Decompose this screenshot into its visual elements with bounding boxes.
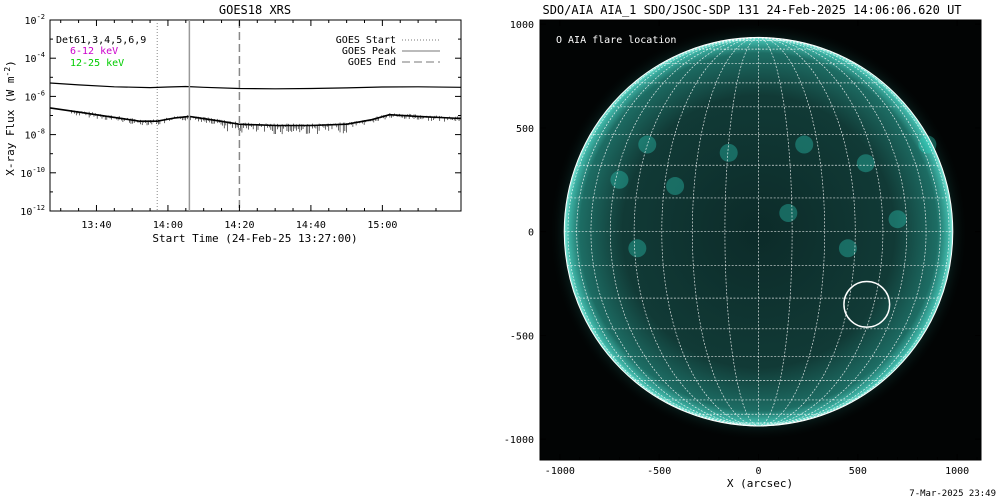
longitude-line: [758, 37, 950, 427]
longitude-line: [758, 37, 826, 427]
heliographic-grid: [563, 36, 954, 427]
goes-y-tick-exponent: -12: [32, 204, 45, 212]
active-region-patch: [918, 135, 937, 154]
aia-y-tick-label: -500: [510, 331, 534, 342]
active-region-patch: [856, 154, 875, 173]
longitude-line: [758, 37, 884, 427]
goes-x-axis-label: Start Time (24-Feb-25 13:27:00): [152, 232, 357, 245]
band-12-25-kev-label: 12-25 keV: [70, 58, 124, 69]
legend-goes-end-label: GOES End: [348, 57, 396, 68]
goes-band-labels: Det61,3,4,5,6,9 6-12 keV 12-25 keV: [56, 35, 146, 69]
goes-y-axis-label: X-ray Flux (W m-2): [3, 60, 17, 176]
goes-y-tick-exponent: -8: [37, 128, 45, 136]
goes-y-tick-label: 10-6: [25, 89, 45, 103]
longitude-line: [758, 37, 793, 427]
active-region-patch: [628, 239, 647, 258]
longitude-line: [567, 37, 759, 427]
goes-y-tick-label: 10-10: [20, 166, 45, 180]
aia-y-tick-label: 0: [528, 228, 534, 239]
goes-y-tick-label: 10-2: [25, 13, 45, 27]
longitude-line: [590, 37, 759, 427]
goes-legend: GOES Start GOES Peak GOES End: [336, 35, 440, 68]
goes-y-tick-base: 10: [25, 92, 37, 103]
goes-series-line-12-25-kev: [50, 107, 461, 127]
goes-event-markers: [156, 20, 241, 211]
aia-x-axis: -1000 -500 0 500 1000: [545, 20, 978, 477]
aia-x-tick-label: 1000: [945, 466, 969, 477]
aia-x-tick-label: 500: [849, 466, 867, 477]
active-region-patch: [838, 239, 857, 258]
flare-location-circle: [843, 280, 891, 328]
longitude-line: [758, 37, 927, 427]
band-6-12-kev-label: 6-12 keV: [70, 46, 118, 57]
goes-y-tick-exponent: -2: [37, 13, 45, 21]
active-region-patch: [666, 177, 685, 196]
goes-y-axis-label-close: ): [4, 60, 17, 67]
goes-y-tick-base: 10: [20, 169, 32, 180]
aia-x-tick-label: -500: [647, 466, 671, 477]
aia-image-frame: [539, 19, 982, 461]
aia-x-axis-label: X (arcsec): [727, 477, 793, 490]
longitude-line: [758, 37, 908, 427]
longitude-line: [609, 37, 759, 427]
active-region-patch: [779, 204, 798, 223]
aia-legend: O AIA flare location: [556, 35, 676, 46]
longitude-line: [758, 37, 856, 427]
goes-series-line-6-12-kev: [50, 82, 461, 90]
flare-location-marker: [843, 280, 891, 328]
aia-image: [539, 19, 982, 461]
longitude-line: [691, 37, 759, 427]
solar-limb: [563, 36, 954, 427]
goes-x-tick-label: 14:00: [153, 220, 183, 231]
longitude-line: [661, 37, 759, 427]
longitude-line: [633, 37, 759, 427]
goes-x-tick-label: 14:20: [224, 220, 254, 231]
goes-x-tick-label: 13:40: [81, 220, 111, 231]
active-region-patch: [795, 135, 814, 154]
goes-x-tick-label: 14:40: [296, 220, 326, 231]
goes-y-tick-label: 10-4: [25, 51, 45, 65]
goes-y-axis-label-text: X-ray Flux (W m: [4, 76, 17, 176]
aia-x-tick-label: -1000: [545, 466, 575, 477]
goes-x-tick-label: 15:00: [367, 220, 397, 231]
aia-legend-label: O AIA flare location: [556, 35, 676, 46]
aia-y-tick-label: 500: [516, 124, 534, 135]
goes-x-axis: 13:40 14:00 14:20 14:40 15:00: [60, 20, 437, 231]
longitude-line: [724, 37, 759, 427]
goes-y-tick-label: 10-12: [20, 204, 45, 218]
footer-timestamp: 7-Mar-2025 23:49: [909, 489, 996, 499]
goes-y-tick-base: 10: [20, 207, 32, 218]
longitude-line: [758, 37, 941, 427]
goes-y-tick-exponent: -10: [32, 166, 45, 174]
goes-title: GOES18 XRS: [219, 3, 291, 17]
goes-y-tick-exponent: -4: [37, 51, 45, 59]
goes-y-tick-base: 10: [25, 131, 37, 142]
active-region-patch: [719, 143, 738, 162]
goes-y-tick-label: 10-8: [25, 128, 45, 142]
goes-y-tick-base: 10: [25, 54, 37, 65]
legend-goes-start-label: GOES Start: [336, 35, 396, 46]
aia-y-tick-label: -1000: [504, 435, 534, 446]
detector-label: Det61,3,4,5,6,9: [56, 35, 146, 46]
goes-series-group: [50, 82, 461, 135]
active-region-patch: [888, 210, 907, 229]
aia-y-tick-label: 1000: [510, 20, 534, 31]
legend-goes-peak-label: GOES Peak: [342, 46, 396, 57]
aia-title: SDO/AIA AIA_1 SDO/JSOC-SDP 131 24-Feb-20…: [542, 3, 961, 17]
goes-y-axis-label-exponent: -2: [3, 67, 12, 77]
longitude-line: [576, 37, 759, 427]
aia-y-axis: 1000 500 0 -500 -1000: [504, 20, 981, 446]
goes-y-tick-base: 10: [25, 16, 37, 27]
active-region-patch: [610, 170, 629, 189]
aia-x-tick-label: 0: [755, 466, 761, 477]
goes-y-tick-exponent: -6: [37, 89, 45, 97]
